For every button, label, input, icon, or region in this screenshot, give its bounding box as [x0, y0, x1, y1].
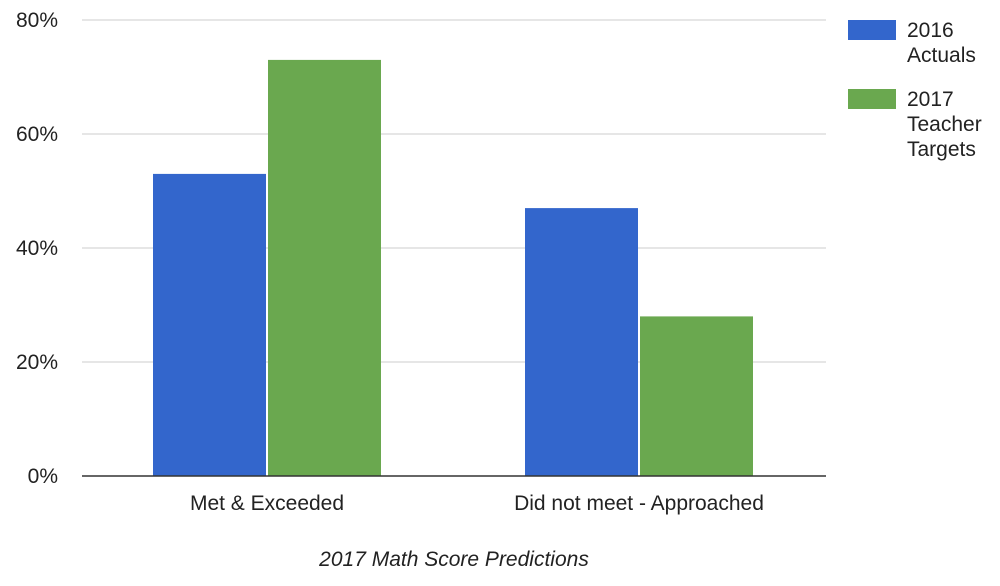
legend-swatch — [848, 20, 896, 40]
x-tick-label: Met & Exceeded — [190, 492, 344, 515]
y-axis-ticks: 0% 20% 40% 60% 80% — [16, 9, 58, 488]
bar-series2-1 — [640, 316, 753, 476]
x-axis-label: 2017 Math Score Predictions — [318, 548, 589, 571]
y-tick-label: 80% — [16, 9, 58, 32]
bar-series1-0 — [153, 173, 266, 476]
x-axis-ticks: Met & Exceeded Did not meet - Approached — [190, 492, 764, 515]
bar-series1-1 — [525, 208, 638, 476]
bar-series2-0 — [268, 59, 381, 477]
legend-label: 2017 Teacher Targets — [907, 88, 982, 161]
x-tick-label: Did not meet - Approached — [514, 492, 764, 515]
y-tick-label: 60% — [16, 123, 58, 146]
y-tick-label: 20% — [16, 351, 58, 374]
bars — [153, 59, 753, 477]
legend-swatch — [848, 89, 896, 109]
legend: 2016 Actuals 2017 Teacher Targets — [848, 19, 982, 161]
legend-label: 2016 Actuals — [907, 19, 976, 67]
y-tick-label: 0% — [28, 465, 58, 488]
y-tick-label: 40% — [16, 237, 58, 260]
